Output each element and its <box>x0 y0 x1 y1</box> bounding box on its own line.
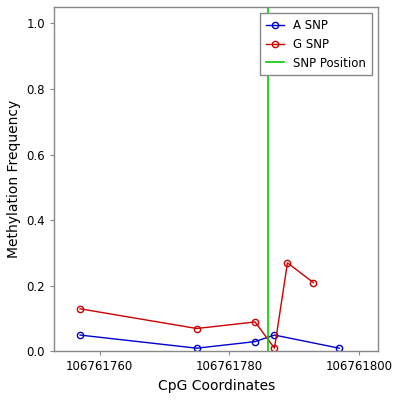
G SNP <box>272 346 277 350</box>
X-axis label: CpG Coordinates: CpG Coordinates <box>158 379 275 393</box>
A SNP <box>253 339 258 344</box>
A SNP <box>194 346 199 350</box>
G SNP <box>311 280 316 285</box>
Line: A SNP: A SNP <box>77 332 342 351</box>
G SNP <box>285 260 290 265</box>
A SNP <box>337 346 342 350</box>
Y-axis label: Methylation Frequency: Methylation Frequency <box>7 100 21 258</box>
G SNP <box>194 326 199 331</box>
G SNP <box>78 306 82 311</box>
Line: G SNP: G SNP <box>77 260 316 351</box>
G SNP <box>253 320 258 324</box>
Legend: A SNP, G SNP, SNP Position: A SNP, G SNP, SNP Position <box>260 13 372 76</box>
A SNP <box>78 333 82 338</box>
A SNP <box>272 333 277 338</box>
